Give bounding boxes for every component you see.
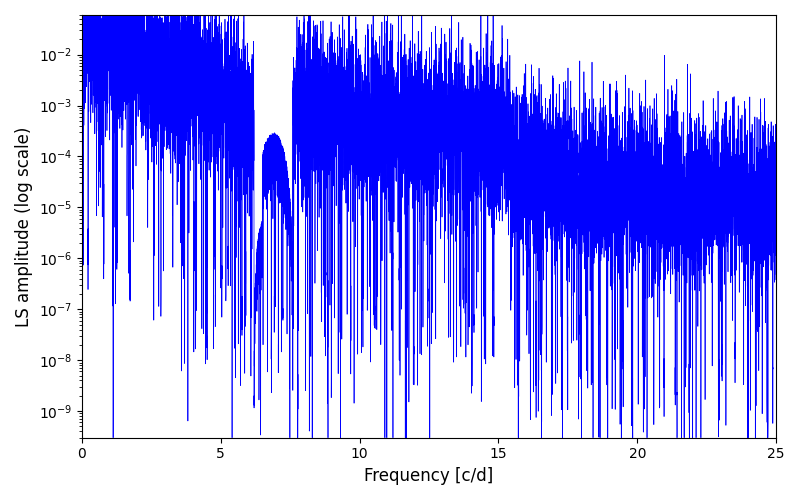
X-axis label: Frequency [c/d]: Frequency [c/d]	[364, 467, 494, 485]
Y-axis label: LS amplitude (log scale): LS amplitude (log scale)	[15, 126, 33, 326]
